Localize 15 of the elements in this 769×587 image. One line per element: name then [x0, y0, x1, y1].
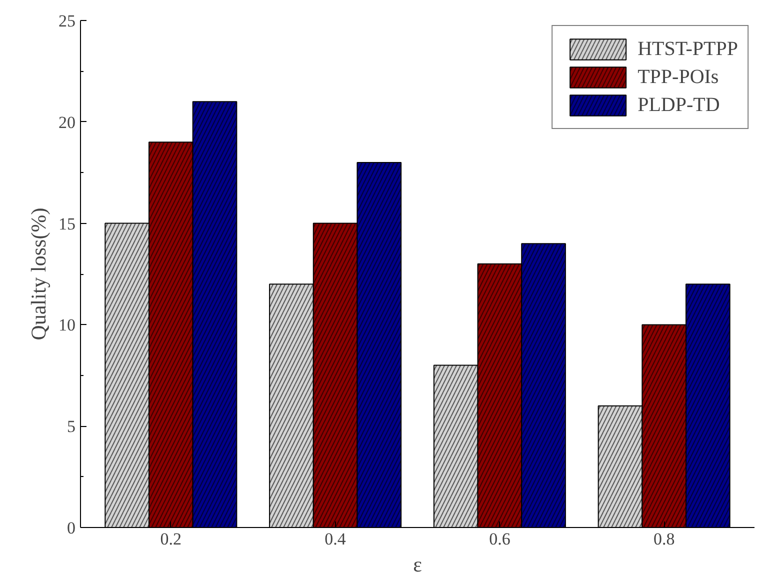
legend-label: PLDP-TD: [638, 94, 720, 116]
legend-label: HTST-PTPP: [638, 38, 738, 60]
y-axis-title: Quality loss(%): [26, 208, 50, 340]
y-tick-label: 10: [58, 316, 76, 335]
y-tick-label: 25: [58, 12, 76, 30]
x-axis-title: ε: [413, 552, 422, 576]
y-tick-label: 20: [58, 112, 76, 132]
legend-label: TPP-POIs: [638, 66, 719, 88]
x-tick-label: 0.4: [324, 530, 346, 548]
x-tick-label: 0.2: [160, 530, 182, 548]
y-tick-label: 0: [67, 518, 76, 538]
y-tick-label: 15: [58, 214, 76, 234]
x-tick-label: 0.6: [489, 530, 510, 548]
y-tick-label: 5: [67, 417, 76, 436]
x-tick-label: 0.8: [653, 530, 675, 548]
